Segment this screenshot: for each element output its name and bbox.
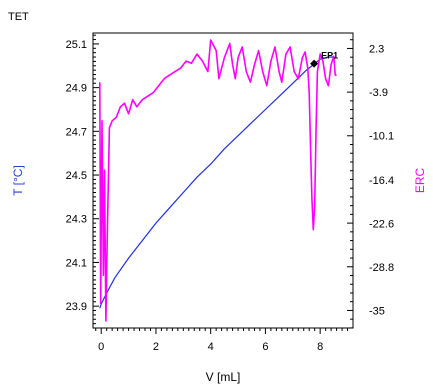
- axis-ticks: [93, 34, 353, 334]
- y-left-tick-label: 24.3: [66, 214, 87, 226]
- y-right-tick-label: -22.6: [369, 218, 394, 230]
- y-left-tick-label: 23.9: [66, 301, 87, 313]
- endpoint-label: EP1: [321, 51, 338, 61]
- y-left-tick-label: 24.5: [66, 170, 87, 182]
- temperature-series-line: [99, 56, 334, 309]
- y-right-tick-label: -35: [369, 305, 385, 317]
- y-right-tick-label: -16.4: [369, 175, 394, 187]
- y-left-tick-label: 25.1: [66, 39, 87, 51]
- annotation-group: EP1: [310, 51, 338, 68]
- y-left-tick-label: 24.1: [66, 257, 87, 269]
- x-tick-label: 8: [317, 341, 323, 353]
- y-right-tick-label: 2.3: [369, 43, 384, 55]
- x-tick-label: 2: [153, 341, 159, 353]
- endpoint-marker: [310, 59, 319, 68]
- y-right-tick-label: -10.1: [369, 131, 394, 143]
- chart-title: TET: [8, 11, 29, 23]
- x-tick-label: 4: [208, 341, 214, 353]
- series-group: [99, 39, 337, 322]
- x-tick-label: 0: [98, 341, 104, 353]
- tick-labels: 0 2 4 6 8 25.1 24.9 24.7 24.5 24.3 24.1 23.9 2.3 -3.9…: [66, 39, 395, 353]
- x-axis-label: V [mL]: [206, 370, 241, 384]
- y-axis-right-label: ERC: [413, 168, 427, 194]
- y-right-tick-label: -28.8: [369, 262, 394, 274]
- y-axis-left-label: T [°C]: [11, 165, 25, 196]
- y-left-tick-label: 24.9: [66, 83, 87, 95]
- y-right-tick-label: -3.9: [369, 87, 388, 99]
- x-tick-label: 6: [262, 341, 268, 353]
- plot-frame: [92, 32, 354, 329]
- y-left-tick-label: 24.7: [66, 126, 87, 138]
- erc-series-line: [99, 39, 337, 322]
